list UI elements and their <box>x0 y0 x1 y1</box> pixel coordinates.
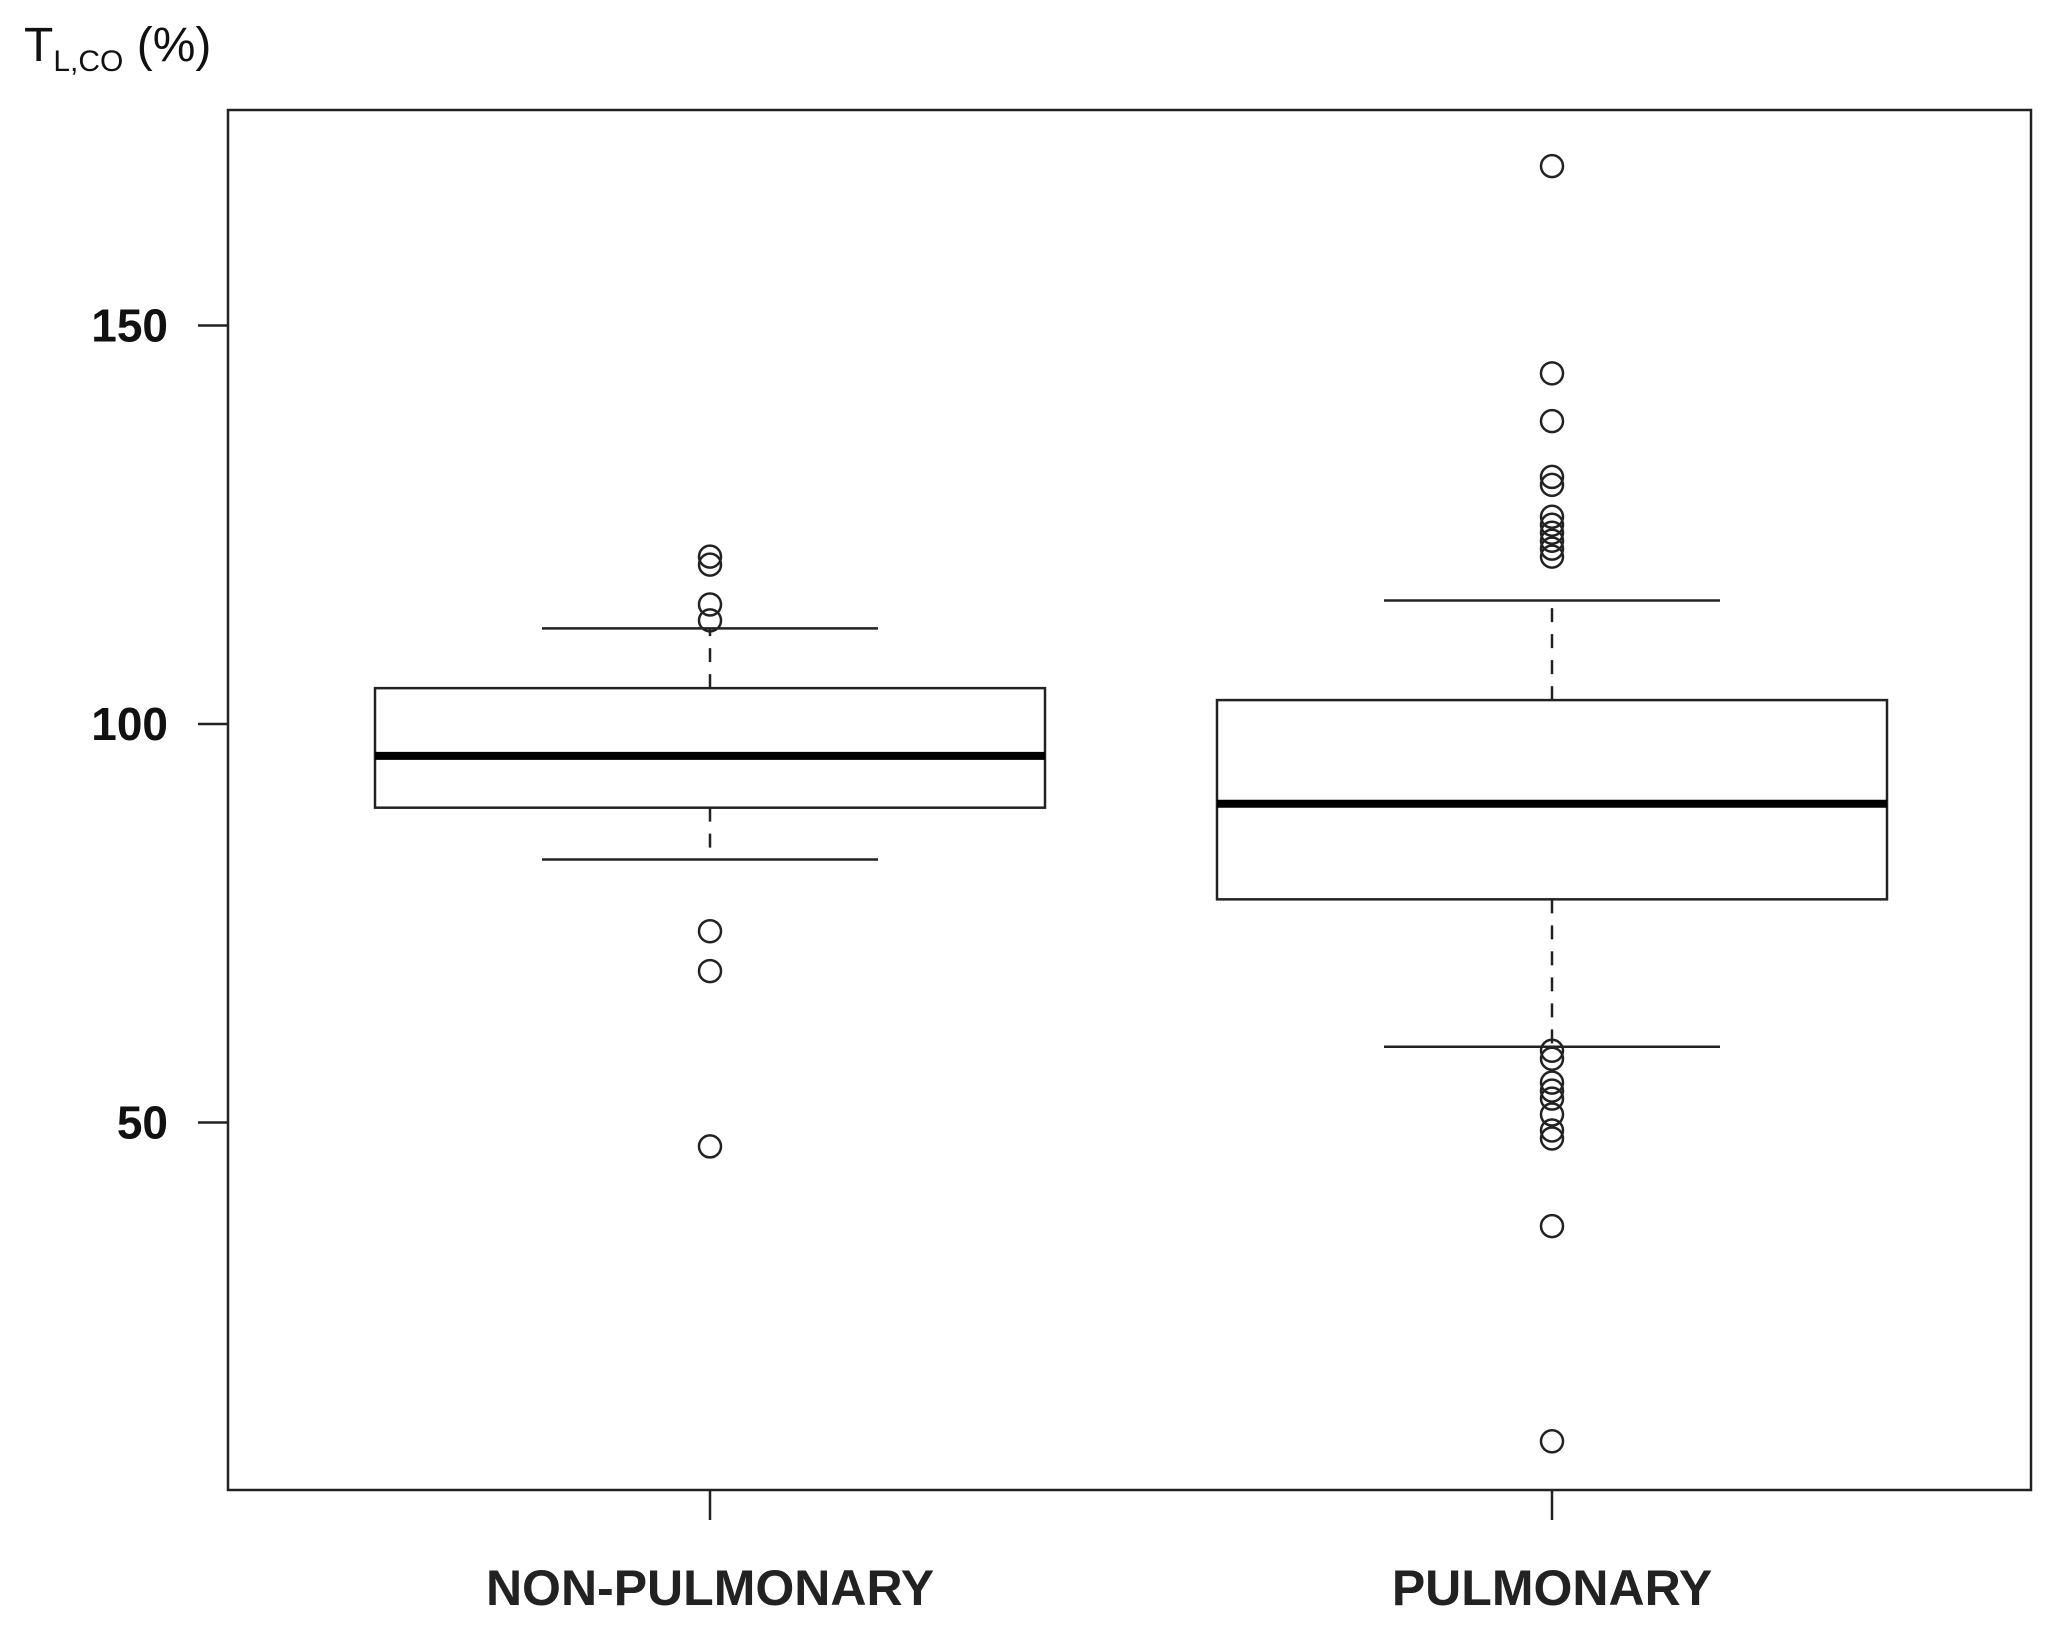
box-2-outlier-11 <box>1539 544 1565 569</box>
box-2-outlier-15 <box>1539 1078 1565 1103</box>
x-category-label-2: PULMONARY <box>1392 1560 1712 1616</box>
box-2-outlier-1 <box>1539 153 1565 179</box>
box-2-outlier-12 <box>1539 1038 1565 1064</box>
box-1-outlier-7 <box>697 1134 723 1159</box>
box-1-outlier-3 <box>697 592 723 617</box>
box-2-outlier-10 <box>1539 536 1565 561</box>
y-axis-label-subscript: L,CO <box>53 45 124 78</box>
box-2-outlier-7 <box>1539 512 1565 537</box>
box-2-group <box>1215 153 1889 1454</box>
box-2-outlier-14 <box>1539 1070 1565 1095</box>
box-1-iqr-rect <box>373 686 1047 809</box>
box-2-outlier-13 <box>1539 1046 1565 1071</box>
y-tick-label-50: 50 <box>117 1097 168 1149</box>
y-axis: 50 100 150 <box>91 300 228 1149</box>
plot-frame <box>226 108 2033 1492</box>
box-2-outlier-21 <box>1539 1429 1565 1454</box>
box-2-outlier-9 <box>1539 528 1565 553</box>
box-2-outlier-3 <box>1539 408 1565 434</box>
y-tick-label-150: 150 <box>91 300 168 352</box>
box-2-outlier-5 <box>1539 472 1565 498</box>
box-2-outlier-6 <box>1539 504 1565 530</box>
box-1-group <box>373 544 1047 1159</box>
box-1-outlier-5 <box>697 918 723 944</box>
box-2-outlier-19 <box>1539 1126 1565 1151</box>
box-2-outlier-18 <box>1539 1118 1565 1143</box>
box-1-outlier-6 <box>697 958 723 984</box>
box-2-outlier-20 <box>1539 1213 1565 1239</box>
x-axis: NON-PULMONARY PULMONARY <box>486 1490 1712 1616</box>
box-2-outlier-16 <box>1539 1086 1565 1111</box>
box-1-outlier-1 <box>697 544 723 569</box>
y-axis-label-main: T <box>24 19 54 72</box>
box-2-outlier-8 <box>1539 520 1565 545</box>
box-1-outlier-2 <box>697 552 723 577</box>
box-1-outlier-4 <box>697 608 723 633</box>
box-2-outlier-4 <box>1539 464 1565 490</box>
y-axis-label-unit: (%) <box>136 19 212 72</box>
y-tick-label-100: 100 <box>91 698 168 750</box>
box-2-outlier-17 <box>1539 1102 1565 1127</box>
box-series <box>373 153 1889 1454</box>
x-category-label-1: NON-PULMONARY <box>486 1560 934 1616</box>
y-axis-label: TL,CO (%) <box>24 18 211 79</box>
box-2-outlier-2 <box>1539 361 1565 386</box>
